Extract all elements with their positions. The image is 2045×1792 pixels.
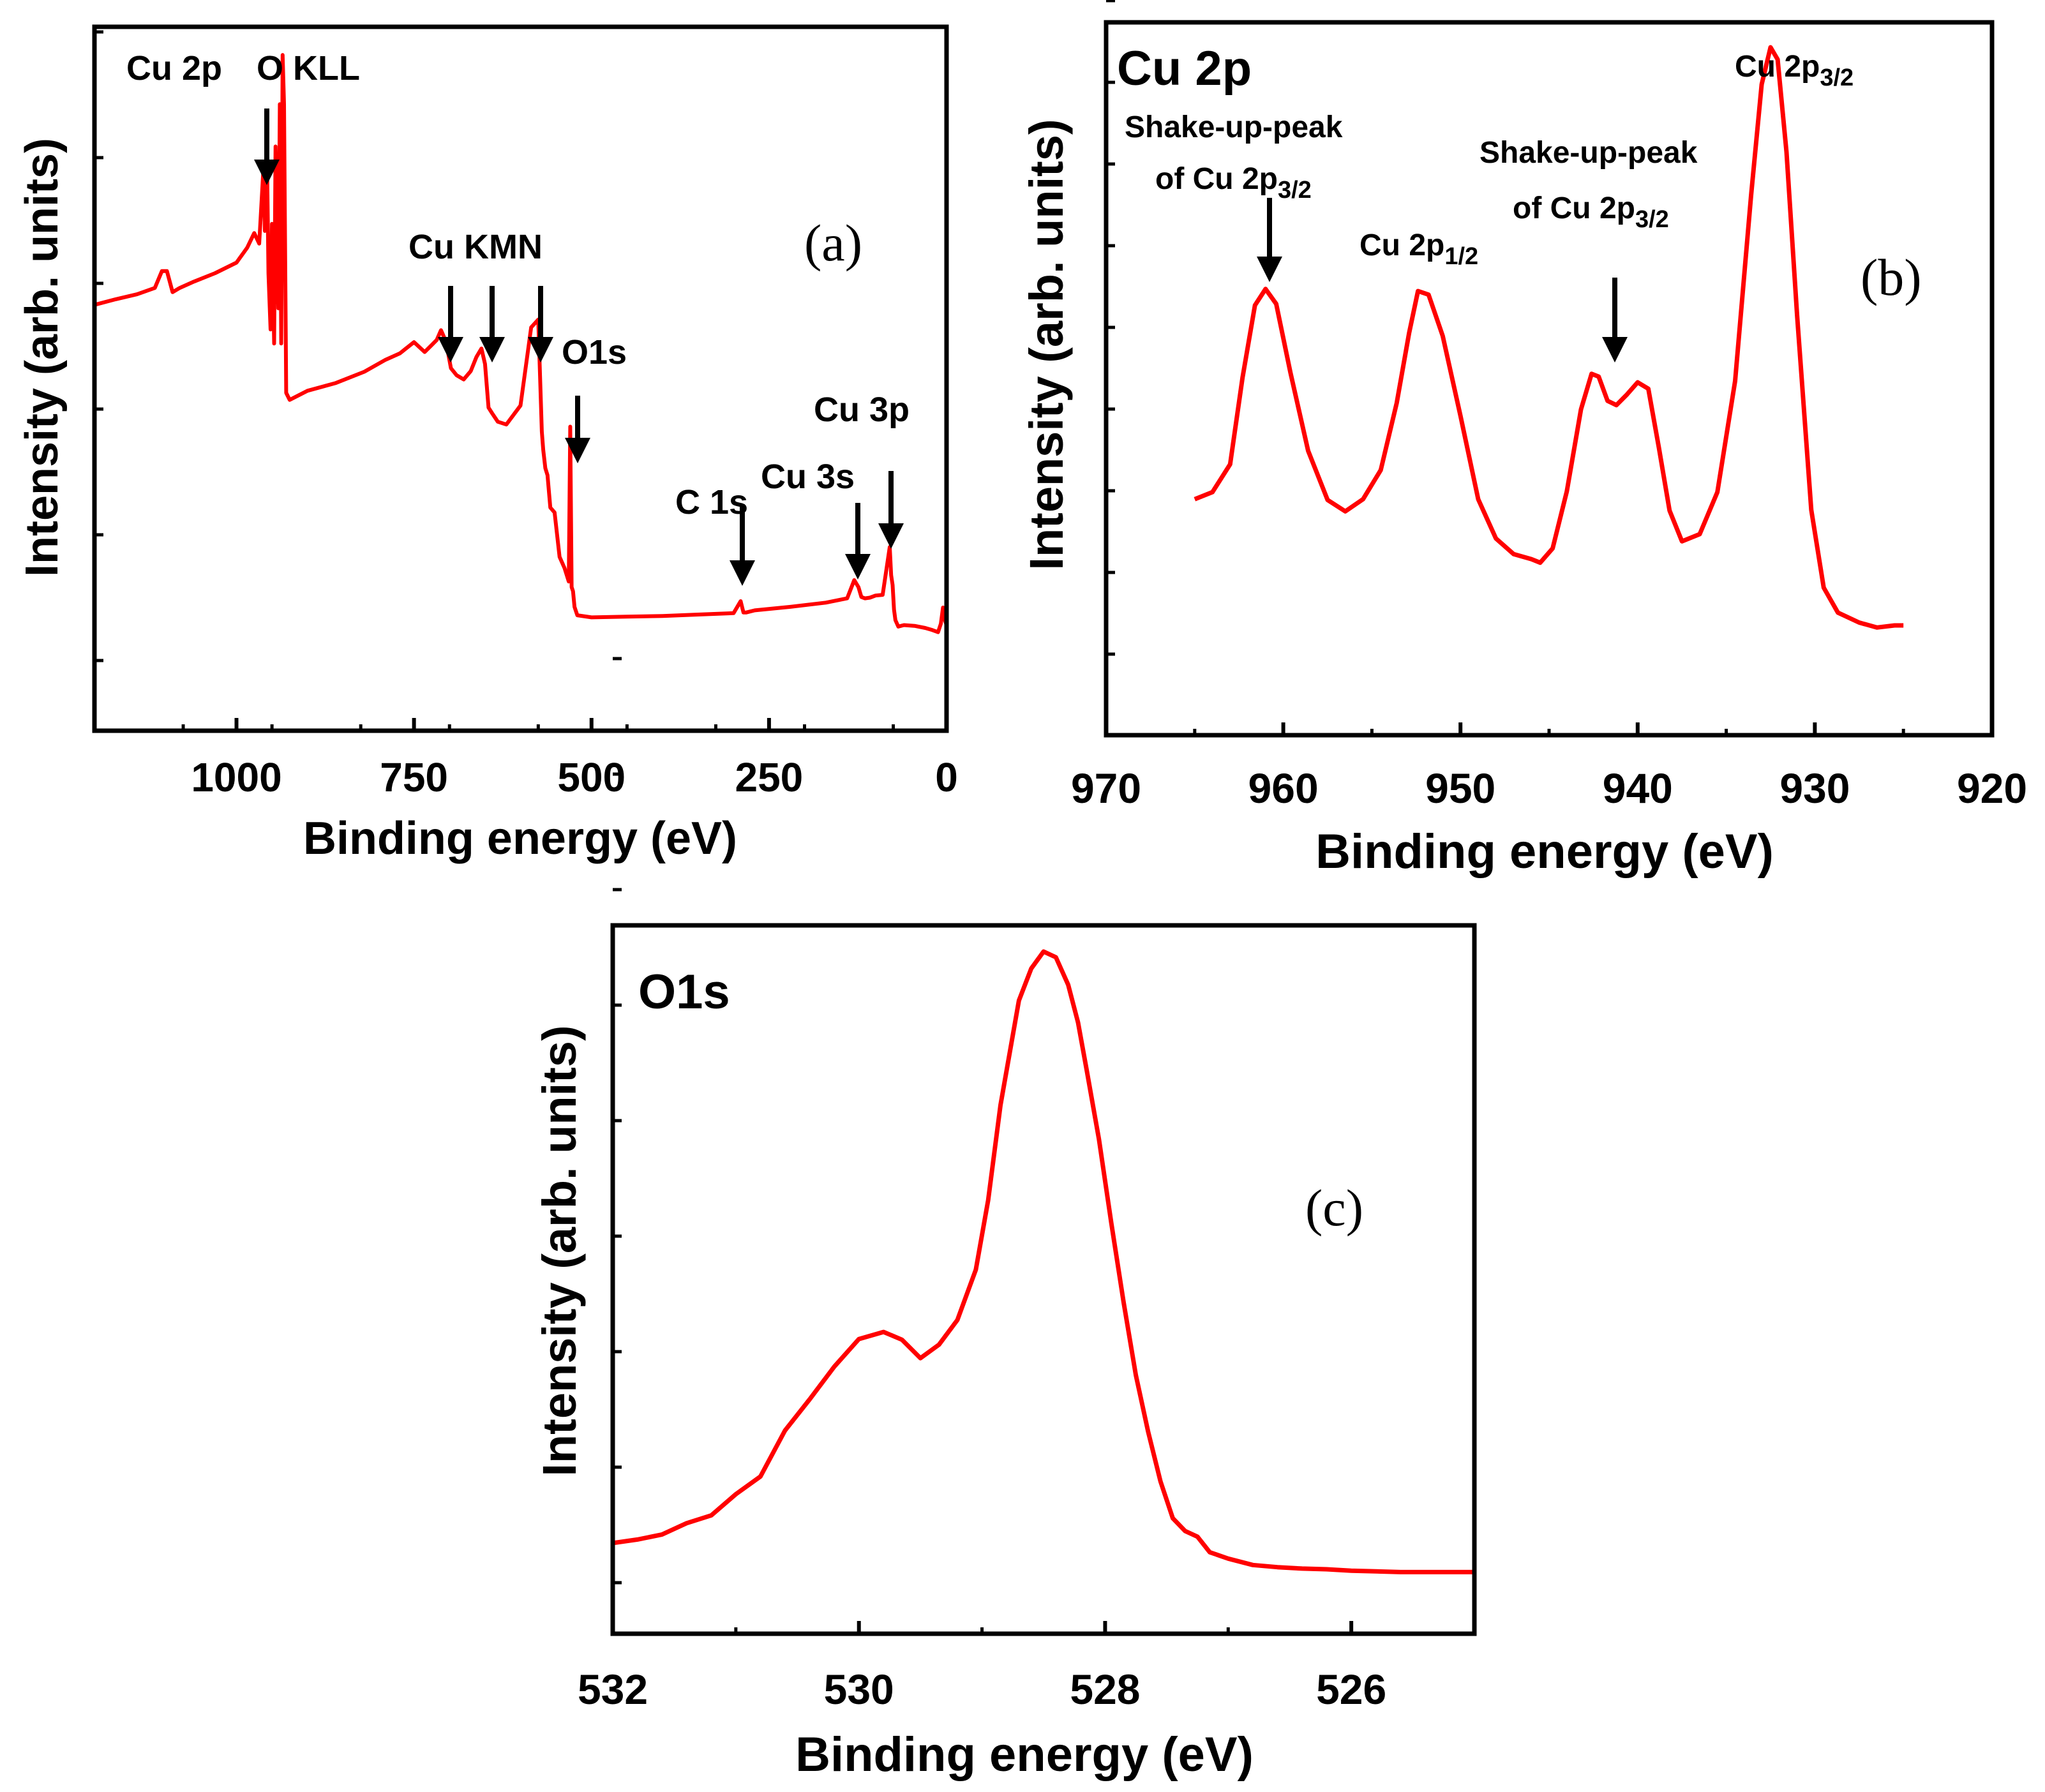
panel-c-x-tick-label: 530 <box>824 1666 894 1713</box>
panel-b-y-axis-label: Intensity (arb. units) <box>1020 119 1073 570</box>
panel-a-label-o-kll: O KLL <box>257 49 360 87</box>
panel-b-label-shake-up-2-sub: 3/2 <box>1635 206 1669 233</box>
panel-b-x-tick-label: 930 <box>1779 765 1850 812</box>
panel-a-arrow-head <box>845 554 871 579</box>
panel-b-label-shake-up-1-line2: of Cu 2p3/2 <box>1155 162 1312 204</box>
panel-b-x-tick-label: 920 <box>1957 765 2027 812</box>
panel-b-label-cu-2p32-sub: 3/2 <box>1820 64 1854 91</box>
panel-a-label-cu-kmn: Cu KMN <box>408 228 543 266</box>
panel-a-arrow-head <box>254 160 280 185</box>
panel-b-label-shake-up-2-main: of Cu 2p <box>1513 191 1635 225</box>
panel-c-title: O1s <box>638 965 730 1019</box>
panel-a-arrow-head <box>565 438 590 463</box>
panel-b-label-shake-up-1-sub: 3/2 <box>1278 177 1312 204</box>
panel-b-x-tick-label: 940 <box>1603 765 1673 812</box>
panel-b-label-shake-up-2-line1: Shake-up-peak <box>1479 136 1698 170</box>
panel-b-cu-2p-spectrum: 970 960 950 940 930 920 Cu 2p Binding energy … <box>1020 0 2027 879</box>
panel-a-y-axis-label: Intensity (arb. units) <box>17 138 68 577</box>
panel-a-tag: (a) <box>804 214 862 272</box>
panel-c-x-tick-label: 526 <box>1316 1666 1386 1713</box>
panel-b-x-tick-label: 970 <box>1071 765 1141 812</box>
panel-a-x-axis-label: Binding energy (eV) <box>303 813 737 864</box>
panel-b-plot-frame <box>1104 20 1995 738</box>
panel-c-x-tick-label: 528 <box>1070 1666 1140 1713</box>
panel-b-label-shake-up-1-line1: Shake-up-peak <box>1125 110 1343 144</box>
panel-a-survey-spectrum: 1000 750 500 250 0 Binding energy (eV) Inten… <box>17 24 958 864</box>
panel-a-series-line <box>94 53 948 634</box>
panel-c-plot-frame <box>610 923 1477 1636</box>
panel-b-label-cu-2p12-sub: 1/2 <box>1444 243 1478 270</box>
panel-a-x-tick-label: 750 <box>380 754 448 800</box>
panel-b-x-tick-label: 950 <box>1425 765 1495 812</box>
panel-b-series-line <box>1194 45 1904 630</box>
panel-a-arrow-head <box>438 337 463 362</box>
panel-a-x-ticks: 1000 750 500 250 0 <box>93 718 958 800</box>
panel-a-arrow-head <box>878 523 904 549</box>
panel-a-x-tick-label: 500 <box>557 754 625 800</box>
panel-a-label-cu-3s: Cu 3s <box>761 458 855 496</box>
panel-a-arrow-head <box>730 560 755 586</box>
panel-b-label-cu-2p12: Cu 2p1/2 <box>1360 228 1478 270</box>
panel-b-label-shake-up-1-main: of Cu 2p <box>1155 162 1278 196</box>
panel-b-arrows <box>1257 198 1628 362</box>
panel-a-x-tick-label: 1000 <box>191 754 281 800</box>
panel-c-x-tick-label: 532 <box>578 1666 648 1713</box>
panel-c-tag: (c) <box>1305 1179 1363 1237</box>
panel-a-plot-frame <box>92 24 949 733</box>
panel-c-series-line <box>612 949 1474 1574</box>
panel-a-arrows <box>254 108 904 586</box>
panel-a-label-c-1s: C 1s <box>675 483 748 521</box>
panel-a-x-tick-label: 0 <box>935 754 958 800</box>
panel-a-arrow-head <box>528 337 553 362</box>
panel-c-y-axis-label: Intensity (arb. units) <box>533 1025 586 1476</box>
panel-b-label-shake-up-2-line2: of Cu 2p3/2 <box>1513 191 1669 233</box>
panel-b-label-cu-2p32-main: Cu 2p <box>1735 50 1820 84</box>
panel-c-o1s-spectrum: 532 530 528 526 O1s Binding energy (eV) Int… <box>533 657 1477 1782</box>
panel-b-label-cu-2p32: Cu 2p3/2 <box>1735 50 1854 91</box>
panel-b-title: Cu 2p <box>1117 41 1252 96</box>
panel-b-label-cu-2p12-main: Cu 2p <box>1360 228 1444 262</box>
panel-a-label-o1s: O1s <box>562 333 627 371</box>
panel-a-arrow-head <box>479 337 505 362</box>
panel-b-arrow-head <box>1602 337 1628 362</box>
panel-c-x-axis-label: Binding energy (eV) <box>795 1728 1254 1782</box>
panel-b-arrow-head <box>1257 257 1282 282</box>
panel-b-tag: (b) <box>1861 248 1922 306</box>
panel-a-label-cu-3p: Cu 3p <box>814 391 910 429</box>
panel-b-x-tick-label: 960 <box>1248 765 1319 812</box>
panel-a-label-cu-2p: Cu 2p <box>126 49 222 87</box>
panel-b-x-axis-label: Binding energy (eV) <box>1315 825 1774 879</box>
panel-a-x-tick-label: 250 <box>735 754 803 800</box>
panel-b-x-ticks: 970 960 950 940 930 920 <box>1071 722 2027 812</box>
